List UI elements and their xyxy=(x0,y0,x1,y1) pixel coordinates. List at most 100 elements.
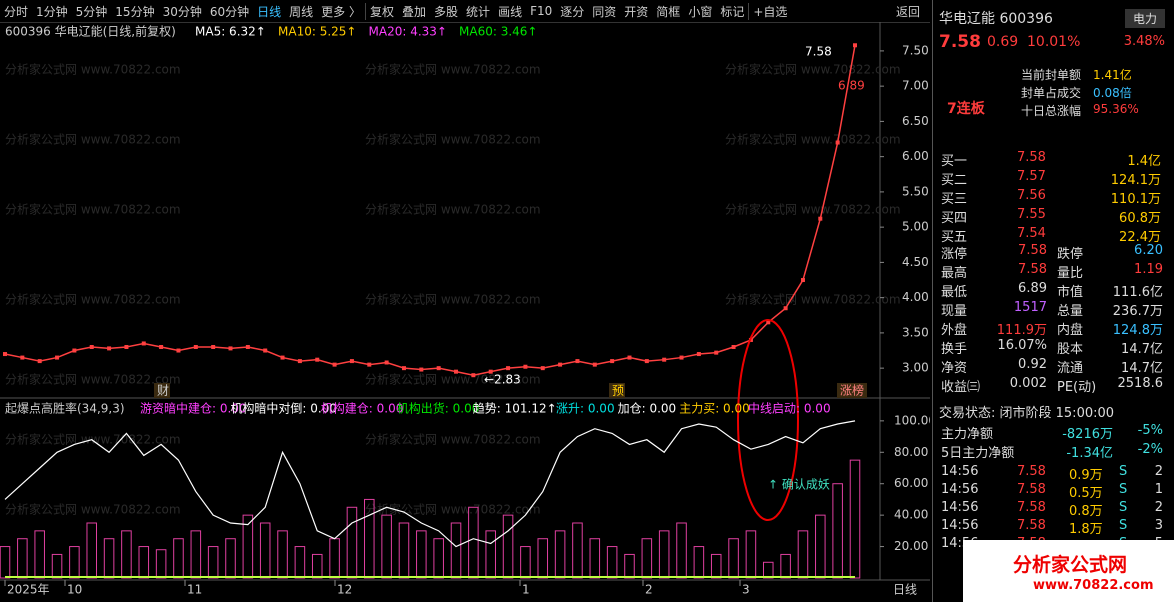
indicator-label: 机构建仓: 0.00 xyxy=(321,401,404,416)
indicator-bar xyxy=(294,546,306,579)
y-tick-label: 40.00 xyxy=(894,508,928,522)
toolbar-item[interactable]: F10 xyxy=(530,4,553,18)
toolbar-item[interactable]: 周线 xyxy=(289,4,314,19)
price-point xyxy=(575,359,580,364)
price-point xyxy=(523,364,528,369)
seal-label: 十日总涨幅 xyxy=(1021,104,1082,118)
flow-value: -8216万 xyxy=(1062,427,1113,442)
ma-label: MA20: 4.33↑ xyxy=(369,25,447,39)
price-point xyxy=(818,216,823,221)
stat-label: 流通 xyxy=(1057,361,1084,376)
y-tick-label: 100.00 xyxy=(894,413,930,427)
x-tick-label: 1 xyxy=(522,583,530,597)
indicator-bar xyxy=(138,546,150,579)
toolbar-item[interactable]: 多股 xyxy=(434,4,459,19)
logo-url: www.70822.com xyxy=(1033,578,1154,593)
stat-value: 111.9万 xyxy=(996,323,1047,338)
price-point xyxy=(141,341,146,346)
flow-label: 主力净额 xyxy=(941,427,994,442)
price-annotation: ←2.83 xyxy=(484,373,521,387)
price-point xyxy=(3,352,7,357)
change-pct: 10.01% xyxy=(1027,34,1081,50)
logo xyxy=(963,540,1174,602)
indicator-title: 起爆点高胜率(34,9,3) xyxy=(5,401,125,416)
indicator-bar xyxy=(346,506,358,579)
stat-label: 现量 xyxy=(941,304,968,319)
toolbar-item[interactable]: 叠加 xyxy=(402,4,427,19)
x-tick-label: 3 xyxy=(742,583,750,597)
price-point xyxy=(20,355,25,360)
price-point xyxy=(280,355,285,360)
indicator-bar xyxy=(225,538,236,579)
marker-bg xyxy=(609,383,625,398)
trade-side: S xyxy=(1119,464,1128,479)
indicator-bar xyxy=(51,553,63,579)
indicator-bar xyxy=(641,538,653,579)
toolbar-item[interactable]: 日线 xyxy=(257,4,282,19)
indicator-bar xyxy=(537,538,549,579)
indicator-bar xyxy=(849,459,861,579)
toolbar-item[interactable]: 1分钟 xyxy=(36,4,68,19)
price-point xyxy=(193,344,198,349)
streak: 7连板 xyxy=(947,101,985,117)
price-point xyxy=(853,43,857,48)
y-tick-label: 3.00 xyxy=(902,361,929,375)
indicator-bar xyxy=(815,514,826,579)
watermark: 分析家公式网 www.70822.com xyxy=(5,372,181,387)
book-label: 买四 xyxy=(941,211,968,226)
toolbar-item[interactable]: 更多 〉 xyxy=(321,4,361,19)
price-point xyxy=(245,344,250,349)
toolbar-item[interactable]: 30分钟 xyxy=(162,4,202,19)
indicator-bar xyxy=(69,546,80,579)
toolbar-item[interactable]: 复权 xyxy=(365,2,398,20)
watermark: 分析家公式网 www.70822.com xyxy=(365,62,541,77)
toolbar-item[interactable]: 开资 xyxy=(624,4,649,19)
stat-label: 市值 xyxy=(1057,285,1084,300)
toolbar-item[interactable]: 简框 xyxy=(656,4,681,19)
back-button[interactable]: 返回 xyxy=(895,4,920,19)
toolbar-item[interactable]: 60分钟 xyxy=(209,4,250,19)
event-marker: 预 xyxy=(612,384,624,398)
seal-value: 0.08倍 xyxy=(1093,86,1132,100)
event-marker: 涨榜 xyxy=(840,383,864,398)
indicator-bar xyxy=(155,549,167,579)
toolbar-item[interactable]: 标记 xyxy=(720,4,745,19)
stat-label: PE(动) xyxy=(1057,380,1097,395)
price-point xyxy=(610,359,615,364)
indicator-bar xyxy=(832,483,843,579)
book-volume: 1.4亿 xyxy=(1127,154,1161,169)
indicator-bar xyxy=(416,530,427,579)
price-point xyxy=(124,344,129,349)
indicator-bar xyxy=(520,546,531,579)
toolbar-item[interactable]: 5分钟 xyxy=(75,4,108,19)
toolbar-item[interactable]: 同资 xyxy=(592,4,617,19)
watermark: 分析家公式网 www.70822.com xyxy=(725,292,901,307)
toolbar-item[interactable]: 统计 xyxy=(466,4,491,19)
indicator-bar xyxy=(207,546,219,579)
stat-value: 14.7亿 xyxy=(1121,342,1163,357)
indicator-bar xyxy=(572,522,583,579)
price-point xyxy=(159,344,164,349)
toolbar-item[interactable]: 分时 xyxy=(4,4,29,19)
indicator-bar xyxy=(173,538,184,579)
trade-volume: 0.9万 xyxy=(1069,468,1103,483)
toolbar-item[interactable]: 逐分 xyxy=(560,4,585,19)
trade-price: 7.58 xyxy=(1017,500,1046,515)
highlight-ellipse xyxy=(737,319,799,521)
toolbar-item[interactable]: 小窗 xyxy=(688,4,713,19)
indicator-label: 游资暗中建仓: 0.00 xyxy=(140,401,247,416)
toolbar-item[interactable]: 画线 xyxy=(498,4,523,19)
seal-label: 当前封单额 xyxy=(1021,68,1082,82)
indicator-label: 加仓: 0.00 xyxy=(618,402,677,416)
stat-value: 2518.6 xyxy=(1117,376,1164,391)
y-tick-label: 6.50 xyxy=(902,114,929,128)
indicator-bar xyxy=(450,522,462,579)
flow-value: -1.34亿 xyxy=(1066,446,1113,461)
price-point xyxy=(800,278,805,283)
watermark: 分析家公式网 www.70822.com xyxy=(725,132,901,147)
toolbar-item[interactable]: +自选 xyxy=(748,2,791,20)
indicator-bar xyxy=(103,538,115,579)
stat-value: 14.7亿 xyxy=(1121,361,1163,376)
event-marker: 财 xyxy=(157,384,169,398)
toolbar-item[interactable]: 15分钟 xyxy=(115,4,155,19)
